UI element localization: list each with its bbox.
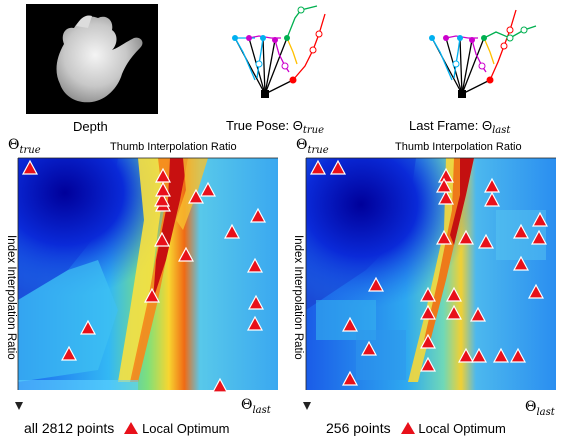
local-optimum-marker	[153, 191, 171, 207]
local-optimum-marker	[154, 181, 172, 197]
right-theta-last-sub: last	[536, 406, 555, 418]
true-pose-skeleton	[215, 2, 345, 114]
local-optimum-marker	[437, 189, 455, 205]
legend-triangle-icon	[400, 422, 415, 434]
left-heatmap	[17, 157, 278, 393]
right-theta-true: Θtrue	[296, 137, 329, 156]
left-theta-true: Θtrue	[8, 137, 41, 156]
local-optimum-marker	[249, 207, 267, 223]
local-optimum-marker	[492, 347, 510, 363]
local-optimum-marker	[419, 356, 437, 372]
local-optimum-marker	[419, 304, 437, 320]
local-optimum-marker	[527, 283, 545, 299]
local-optimum-marker	[246, 315, 264, 331]
right-heatmap	[305, 157, 556, 390]
local-optimum-marker	[512, 255, 530, 271]
local-optimum-marker	[187, 188, 205, 204]
local-optimum-marker	[367, 276, 385, 292]
local-optimum-marker	[530, 229, 548, 245]
hand-depth-silhouette	[56, 15, 143, 103]
local-optimum-marker	[483, 191, 501, 207]
local-optimum-marker	[153, 231, 171, 247]
local-optimum-marker	[483, 177, 501, 193]
last-frame-label: Last Frame: Θlast	[409, 118, 510, 136]
true-pose-text: True Pose: Θ	[226, 118, 303, 133]
local-optimum-marker	[445, 286, 463, 302]
right-theta-last-symbol: Θ	[525, 399, 537, 415]
local-optimum-marker	[435, 229, 453, 245]
left-theta-last-symbol: Θ	[241, 397, 253, 413]
local-optimum-marker	[341, 316, 359, 332]
local-optimum-marker	[457, 229, 475, 245]
local-optimum-marker	[457, 347, 475, 363]
legend-triangle-icon	[124, 422, 139, 434]
local-optimum-marker	[469, 306, 487, 322]
local-optimum-marker	[177, 246, 195, 262]
local-optimum-marker	[79, 319, 97, 335]
local-optimum-marker	[60, 345, 78, 361]
local-optimum-marker	[341, 370, 359, 386]
local-optimum-marker	[246, 257, 264, 273]
local-optimum-marker	[435, 177, 453, 193]
local-optimum-marker	[223, 223, 241, 239]
local-optimum-marker	[470, 347, 488, 363]
left-theta-true-sub: true	[19, 144, 41, 156]
left-x-axis-label: Thumb Interpolation Ratio	[110, 141, 237, 153]
local-optimum-marker	[512, 223, 530, 239]
true-pose-subscript: true	[302, 125, 324, 136]
local-optimum-marker	[509, 347, 527, 363]
right-theta-last: Θlast	[525, 399, 555, 418]
left-point-count: all 2812 points	[24, 420, 115, 436]
local-optimum-marker	[199, 181, 217, 197]
last-frame-skeleton	[410, 2, 550, 114]
local-optimum-marker	[329, 159, 347, 175]
depth-label: Depth	[73, 119, 108, 134]
last-frame-subscript: last	[492, 125, 511, 136]
last-frame-diagram	[429, 9, 537, 98]
local-optimum-marker	[419, 333, 437, 349]
right-legend-label: Local Optimum	[418, 421, 506, 436]
local-optimum-marker	[445, 304, 463, 320]
true-pose-diagram	[232, 5, 326, 98]
local-optimum-marker	[531, 211, 549, 227]
local-optimum-marker	[360, 340, 378, 356]
local-optimum-marker	[143, 287, 161, 303]
local-optimum-marker	[21, 159, 39, 175]
right-point-count: 256 points	[326, 420, 391, 436]
right-caption: 256 points Local Optimum	[326, 420, 506, 436]
depth-image	[26, 4, 158, 114]
right-theta-true-sub: true	[307, 144, 329, 156]
local-optimum-marker	[211, 377, 229, 393]
left-legend-label: Local Optimum	[142, 421, 230, 436]
left-theta-last-sub: last	[252, 404, 271, 416]
last-frame-text: Last Frame: Θ	[409, 118, 493, 133]
right-theta-true-symbol: Θ	[296, 137, 308, 153]
local-optimum-marker	[419, 286, 437, 302]
left-caption: all 2812 points Local Optimum	[24, 420, 230, 436]
local-optimum-marker	[309, 159, 327, 175]
left-theta-last: Θlast	[241, 397, 271, 416]
true-pose-label: True Pose: Θtrue	[226, 118, 324, 136]
local-optimum-marker	[477, 233, 495, 249]
local-optimum-marker	[247, 294, 265, 310]
right-x-axis-label: Thumb Interpolation Ratio	[395, 141, 522, 153]
left-theta-true-symbol: Θ	[8, 137, 20, 153]
